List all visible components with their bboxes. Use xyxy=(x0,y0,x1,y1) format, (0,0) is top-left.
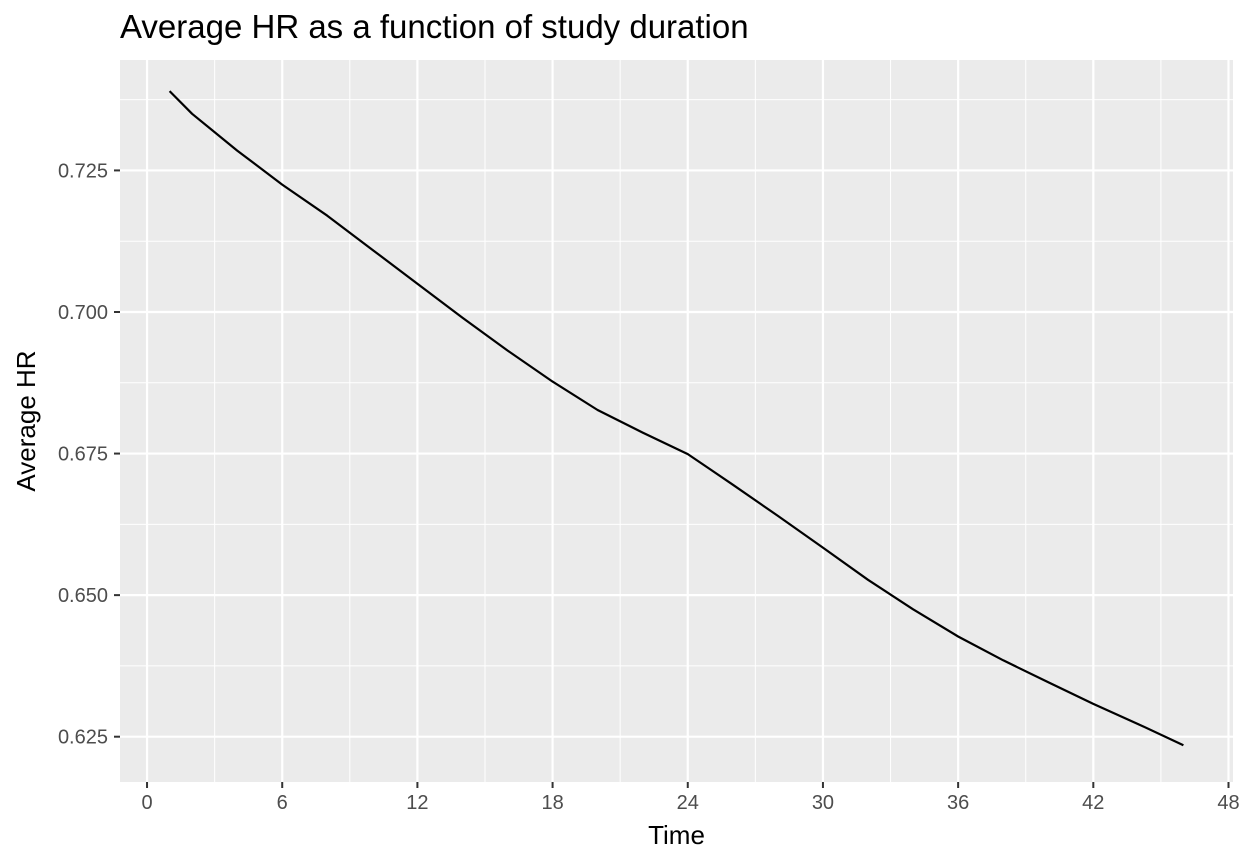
y-axis-title: Average HR xyxy=(11,350,41,491)
chart-title: Average HR as a function of study durati… xyxy=(120,8,749,45)
x-tick-label: 18 xyxy=(541,792,563,814)
y-axis: 0.625 0.650 0.675 0.700 0.725 xyxy=(58,160,120,749)
x-axis: 0 6 12 18 24 30 36 42 48 xyxy=(141,782,1240,814)
x-tick-label: 24 xyxy=(677,792,699,814)
y-tick-label: 0.625 xyxy=(58,727,108,749)
x-tick-label: 0 xyxy=(141,792,152,814)
minor-gridlines xyxy=(120,60,1233,782)
y-tick-label: 0.700 xyxy=(58,302,108,324)
y-tick-label: 0.725 xyxy=(58,160,108,182)
series-layer xyxy=(168,90,1184,747)
x-tick-label: 48 xyxy=(1217,792,1239,814)
x-tick-label: 36 xyxy=(947,792,969,814)
plot-panel xyxy=(120,60,1233,782)
series-line xyxy=(168,90,1184,747)
major-gridlines xyxy=(120,60,1233,782)
y-tick-label: 0.675 xyxy=(58,444,108,466)
x-tick-label: 6 xyxy=(277,792,288,814)
x-tick-label: 42 xyxy=(1082,792,1104,814)
y-tick-label: 0.650 xyxy=(58,585,108,607)
x-tick-label: 30 xyxy=(812,792,834,814)
x-tick-label: 12 xyxy=(406,792,428,814)
x-axis-title: Time xyxy=(648,820,705,850)
